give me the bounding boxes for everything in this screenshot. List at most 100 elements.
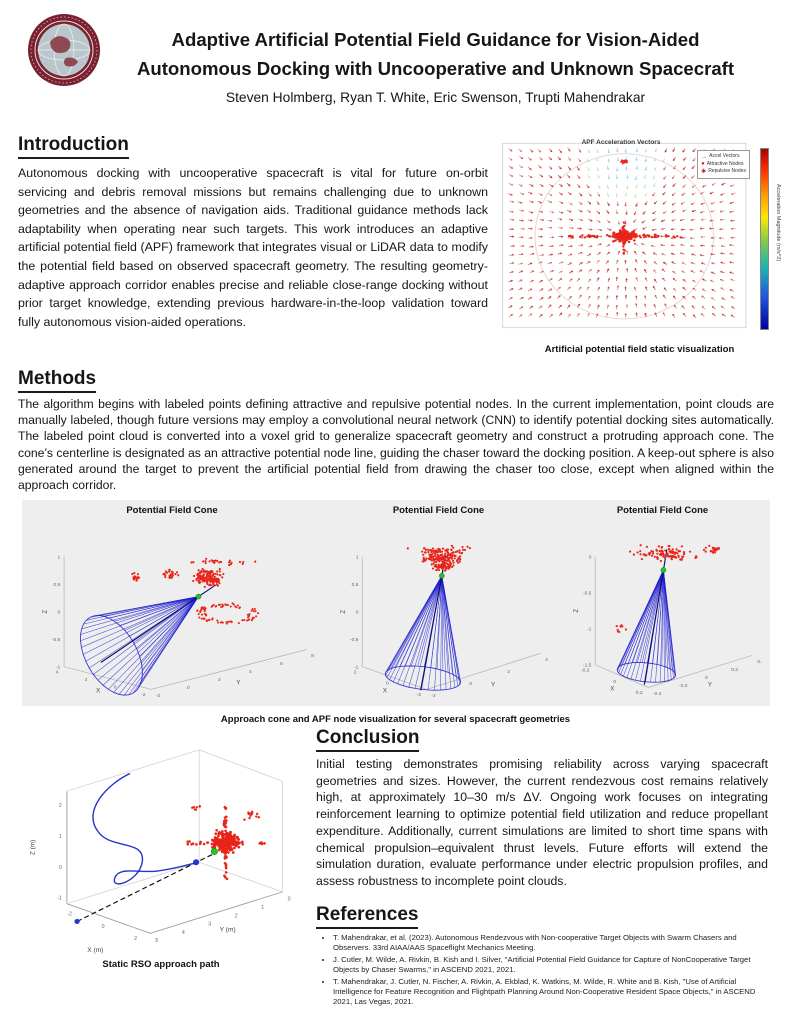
apf-figure-caption: Artificial potential field static visual… — [544, 344, 735, 355]
svg-text:-2: -2 — [156, 693, 161, 697]
svg-text:-1: -1 — [587, 627, 592, 633]
svg-text:Z: Z — [573, 609, 580, 613]
cone-panel-title: Potential Field Cone — [392, 505, 485, 516]
cone-figure-caption: Approach cone and APF node visualization… — [220, 714, 571, 725]
approach-path-figure: 2 1 0 -1 -2 0 2 5 4 3 2 1 0 Z (m) X (m) Y (m) Static RS… — [16, 734, 306, 970]
approach-path-caption: Static RSO approach path — [102, 959, 220, 970]
title-line-1: Adaptive Artificial Potential Field Guid… — [171, 29, 700, 50]
cone-panel-3: Potential Field Cone 0 -0.5 -1 -1.5 -0.2 0 0.2… — [563, 505, 762, 697]
poster-title: Adaptive Artificial Potential Field Guid… — [95, 26, 776, 84]
svg-text:X (m): X (m) — [87, 947, 103, 954]
svg-text:-1: -1 — [56, 665, 61, 671]
svg-text:-0.2: -0.2 — [679, 683, 688, 689]
legend-entry: ✱ Repulsive Nodes — [701, 168, 746, 176]
svg-text:0: 0 — [589, 555, 592, 561]
svg-text:0: 0 — [613, 679, 616, 685]
colorbar — [760, 148, 769, 330]
conclusion-heading: Conclusion — [316, 727, 420, 752]
references-list: T. Mahendrakar, et al. (2023). Autonomou… — [322, 933, 774, 1009]
svg-text:8: 8 — [311, 653, 314, 659]
apf-legend: → Accel Vectors ● Attractive Nodes ✱ Repuls… — [697, 150, 750, 179]
svg-text:2: 2 — [507, 669, 510, 675]
legend-label: Attractive Nodes — [706, 160, 744, 167]
svg-text:-2: -2 — [416, 692, 421, 697]
svg-text:0: 0 — [386, 681, 389, 687]
svg-text:0.2: 0.2 — [636, 690, 643, 696]
svg-text:Z: Z — [340, 610, 347, 614]
colorbar-label: Acceleration Magnitude (m/s^2) — [775, 184, 781, 262]
introduction-heading: Introduction — [18, 134, 129, 159]
cone-panel-title: Potential Field Cone — [126, 505, 218, 516]
cone-panel-title: Potential Field Cone — [616, 505, 709, 516]
svg-text:Z (m): Z (m) — [29, 840, 36, 855]
legend-label: Accel Vectors — [709, 153, 740, 159]
legend-entry: → Accel Vectors — [701, 153, 746, 161]
svg-text:0.4: 0.4 — [757, 659, 762, 665]
svg-text:Y (m): Y (m) — [220, 926, 236, 933]
references-heading: References — [316, 904, 419, 929]
svg-text:-2: -2 — [67, 912, 72, 918]
svg-text:4: 4 — [182, 930, 185, 936]
reference-item: T. Mahendrakar, et al. (2023). Autonomou… — [333, 933, 774, 953]
cone-panel-2: Potential Field Cone 1 0.5 0 -0.5 -1 2 0 -2 -2 0 2… — [330, 505, 548, 697]
svg-text:2: 2 — [353, 669, 356, 675]
svg-text:0: 0 — [59, 865, 62, 871]
svg-text:5: 5 — [155, 938, 158, 944]
introduction-paragraph: Autonomous docking with uncooperative sp… — [18, 166, 488, 329]
svg-text:2: 2 — [218, 677, 221, 683]
svg-text:1: 1 — [261, 905, 264, 911]
svg-text:-2: -2 — [431, 693, 436, 697]
university-seal-logo — [26, 12, 102, 88]
svg-text:Y: Y — [708, 682, 712, 689]
reference-item: T. Mahendrakar, J. Cutler, N. Fischer, A… — [333, 977, 774, 1007]
svg-text:6: 6 — [280, 661, 283, 667]
svg-text:2: 2 — [59, 803, 62, 809]
svg-text:Y: Y — [236, 680, 240, 687]
apf-plot-area: APF Acceleration Vectors → Accel Vectors … — [497, 138, 782, 340]
svg-text:1: 1 — [59, 834, 62, 840]
approach-path-plot: 2 1 0 -1 -2 0 2 5 4 3 2 1 0 Z (m) X (m) Y (m) — [29, 749, 291, 954]
svg-text:0: 0 — [288, 897, 291, 903]
svg-text:Z: Z — [42, 610, 49, 614]
svg-text:-0.2: -0.2 — [581, 667, 590, 673]
header: Adaptive Artificial Potential Field Guid… — [95, 26, 776, 105]
svg-text:1: 1 — [355, 555, 358, 561]
svg-text:-1.5: -1.5 — [583, 663, 592, 669]
legend-entry: ● Attractive Nodes — [701, 161, 746, 169]
svg-text:-1: -1 — [57, 896, 62, 902]
svg-text:0.2: 0.2 — [731, 667, 738, 673]
cone-panel-1: Potential Field Cone 1 0.5 0 -0.5 -1 4 2 0 -2 -2 0… — [30, 505, 314, 697]
svg-text:0.5: 0.5 — [351, 582, 358, 588]
svg-text:-0.4: -0.4 — [653, 691, 662, 697]
svg-text:3: 3 — [208, 922, 211, 928]
svg-text:4: 4 — [545, 657, 548, 663]
legend-label: Repulsive Nodes — [708, 168, 746, 174]
svg-text:4: 4 — [56, 669, 59, 675]
svg-text:-0.5: -0.5 — [52, 637, 61, 643]
methods-paragraph: The algorithm begins with labeled points… — [18, 397, 774, 493]
svg-text:-2: -2 — [141, 692, 146, 697]
title-line-2: Autonomous Docking with Uncooperative an… — [136, 57, 735, 79]
svg-text:0: 0 — [102, 924, 105, 930]
svg-text:1: 1 — [58, 555, 61, 561]
conclusion-paragraph: Initial testing demonstrates promising r… — [316, 757, 768, 889]
svg-text:0: 0 — [705, 675, 708, 681]
svg-text:2: 2 — [85, 677, 88, 683]
svg-text:0: 0 — [187, 685, 190, 691]
apf-field-figure: APF Acceleration Vectors → Accel Vectors … — [497, 138, 782, 355]
svg-text:X: X — [96, 687, 100, 694]
svg-text:-0.5: -0.5 — [349, 637, 358, 643]
authors-line: Steven Holmberg, Ryan T. White, Eric Swe… — [225, 89, 646, 105]
asterisk-glyph-icon: ✱ — [701, 168, 707, 175]
dot-glyph-icon: ● — [701, 161, 705, 168]
seal-icon — [28, 14, 100, 86]
svg-text:0: 0 — [58, 610, 61, 616]
reference-item: J. Cutler, M. Wilde, A. Rivkin, B. Kish … — [333, 955, 774, 975]
svg-text:2: 2 — [134, 936, 137, 942]
svg-text:-1: -1 — [354, 665, 359, 671]
arrow-glyph-icon: → — [701, 153, 708, 160]
svg-text:Y: Y — [490, 682, 494, 689]
svg-text:0: 0 — [355, 610, 358, 616]
methods-heading: Methods — [18, 368, 97, 393]
